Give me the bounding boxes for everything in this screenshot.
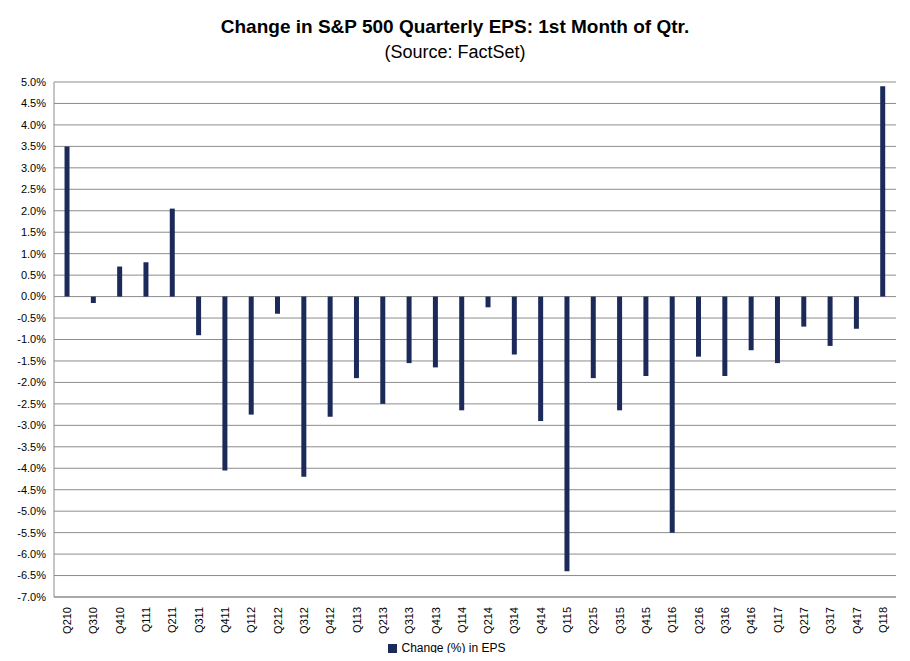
svg-text:-4.5%: -4.5% [17,484,46,496]
svg-text:2.0%: 2.0% [21,205,46,217]
html-text:Change in S&P 500 Quarterly EP: Change in S&P 500 Quarterly EPS: 1st Mon… [220,16,690,37]
svg-text:Q216: Q216 [693,607,705,634]
svg-text:Q214: Q214 [482,607,494,634]
svg-text:-5.5%: -5.5% [17,527,46,539]
svg-text:-3.5%: -3.5% [17,441,46,453]
svg-text:Q111: Q111 [140,607,152,632]
svg-text:Q112: Q112 [245,607,257,633]
svg-text:Q315: Q315 [614,607,626,634]
svg-text:Q118: Q118 [877,607,889,633]
svg-text:Q317: Q317 [824,607,836,634]
svg-text:-7.0%: -7.0% [17,591,46,603]
svg-text:Q212: Q212 [272,607,284,634]
svg-text:0.0%: 0.0% [21,290,46,302]
svg-text:Q417: Q417 [851,607,863,634]
svg-text:Q115: Q115 [561,607,573,633]
svg-text:Q311: Q311 [193,607,205,633]
svg-text:4.0%: 4.0% [21,119,46,131]
svg-text:Q411: Q411 [219,607,231,633]
svg-text:0.5%: 0.5% [21,269,46,281]
svg-text:Q113: Q113 [351,607,363,633]
svg-text:Q314: Q314 [508,607,520,634]
svg-text:1.5%: 1.5% [21,226,46,238]
svg-text:Q316: Q316 [719,607,731,634]
svg-text:3.0%: 3.0% [21,162,46,174]
svg-text:2.5%: 2.5% [21,183,46,195]
html-text:(Source: FactSet): (Source: FactSet) [384,42,526,62]
svg-text:1.0%: 1.0% [21,248,46,260]
svg-text:Q412: Q412 [324,607,336,634]
svg-text:Q313: Q313 [403,607,415,634]
svg-text:Q415: Q415 [640,607,652,634]
svg-text:Q416: Q416 [745,607,757,634]
svg-text:Q211: Q211 [166,607,178,633]
svg-text:Q213: Q213 [377,607,389,634]
svg-text:Q114: Q114 [456,607,468,633]
svg-text:Q215: Q215 [587,607,599,634]
svg-text:Q410: Q410 [114,607,126,634]
svg-text:Q312: Q312 [298,607,310,634]
svg-text:-2.0%: -2.0% [17,376,46,388]
svg-text:Q217: Q217 [798,607,810,634]
svg-text:-1.0%: -1.0% [17,333,46,345]
svg-text:-3.0%: -3.0% [17,419,46,431]
svg-text:3.5%: 3.5% [21,140,46,152]
svg-text:-2.5%: -2.5% [17,398,46,410]
svg-text:5.0%: 5.0% [21,76,46,88]
svg-text:Q117: Q117 [772,607,784,633]
svg-text:Q310: Q310 [87,607,99,634]
html-text:Change (%) in EPS: Change (%) in EPS [401,641,506,655]
svg-text:-4.0%: -4.0% [17,462,46,474]
svg-text:Q210: Q210 [61,607,73,634]
svg-text:-0.5%: -0.5% [17,312,46,324]
svg-text:Q413: Q413 [430,607,442,634]
svg-text:Q116: Q116 [666,607,678,633]
svg-text:-6.0%: -6.0% [17,548,46,560]
svg-text:-1.5%: -1.5% [17,355,46,367]
svg-text:4.5%: 4.5% [21,97,46,109]
svg-text:-5.0%: -5.0% [17,505,46,517]
svg-text:-6.5%: -6.5% [17,569,46,581]
svg-text:Q414: Q414 [535,607,547,634]
